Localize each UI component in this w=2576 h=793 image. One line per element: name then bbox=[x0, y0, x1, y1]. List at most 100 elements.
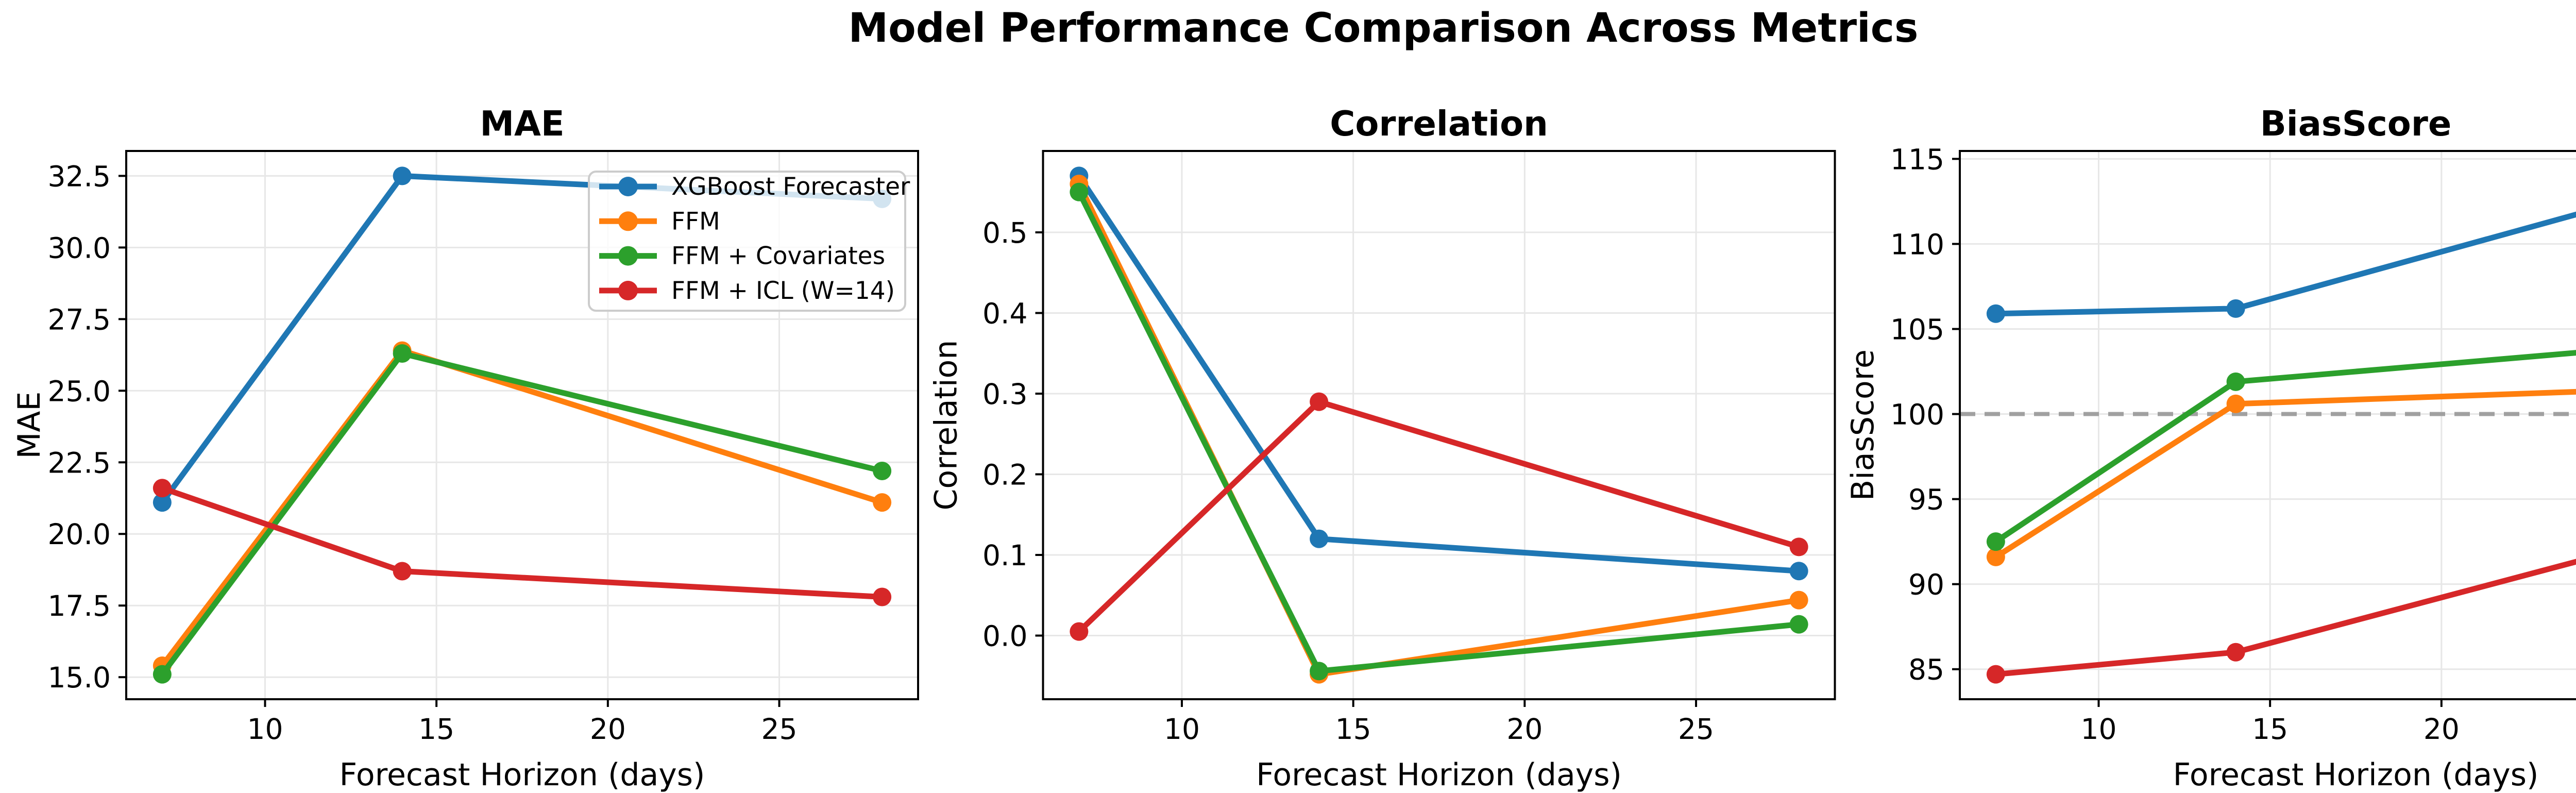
legend-label-ffm-icl-w-14: FFM + ICL (W=14) bbox=[671, 277, 895, 305]
series-ffm-covariates bbox=[1070, 182, 1808, 681]
series-line-ffm-covariates bbox=[1076, 189, 1802, 674]
grid bbox=[1043, 151, 1835, 699]
x-tick-label-15: 15 bbox=[1335, 713, 1371, 746]
y-axis: 15.0 17.5 20.0 22.5 25.0 27.5 30.0 32.5 bbox=[48, 160, 126, 694]
x-tick-label-15: 15 bbox=[418, 713, 454, 746]
data-point-ffm-x28 bbox=[1789, 590, 1808, 610]
data-point-xgboost-forecaster-x28 bbox=[1789, 562, 1808, 581]
legend-marker-ffm-covariates bbox=[618, 246, 638, 266]
legend: XGBoost Forecaster FFM FFM + Covariates FFM… bbox=[588, 171, 910, 312]
x-tick-label-10: 10 bbox=[1164, 713, 1200, 746]
data-point-ffm-x7 bbox=[1986, 547, 2005, 566]
data-point-ffm-icl-w-14-x14 bbox=[393, 562, 412, 581]
y-axis-label: BiasScore bbox=[1845, 349, 1881, 501]
series-ffm bbox=[1986, 389, 2576, 566]
y-tick-label-85: 85 bbox=[1908, 653, 1944, 686]
x-tick-label-20: 20 bbox=[1506, 713, 1543, 746]
series-line-xgboost-forecaster bbox=[1993, 211, 2576, 317]
y-tick-label-25: 25.0 bbox=[48, 375, 111, 408]
legend-marker-xgboost-forecaster bbox=[618, 177, 638, 196]
y-tick-label-0.2: 0.2 bbox=[982, 458, 1027, 491]
y-axis-label: Correlation bbox=[928, 340, 964, 511]
series-ffm-icl-w-14 bbox=[152, 479, 892, 606]
series-line-ffm bbox=[159, 347, 885, 669]
legend-box bbox=[588, 171, 906, 312]
y-tick-label-27.5: 27.5 bbox=[48, 303, 111, 336]
figure-title: Model Performance Comparison Across Metr… bbox=[848, 5, 1919, 52]
data-point-xgboost-forecaster-x7 bbox=[152, 493, 172, 512]
series-xgboost-forecaster bbox=[1986, 211, 2576, 323]
data-point-ffm-covariates-x14 bbox=[1310, 662, 1329, 681]
legend-entry-ffm: FFM bbox=[599, 207, 720, 235]
x-tick-label-10: 10 bbox=[247, 713, 283, 746]
data-point-xgboost-forecaster-x14 bbox=[393, 166, 412, 185]
data-point-ffm-covariates-x14 bbox=[2226, 372, 2245, 391]
series-ffm-icl-w-14 bbox=[1986, 559, 2576, 684]
series-line-ffm-covariates bbox=[159, 350, 885, 678]
data-point-xgboost-forecaster-x14 bbox=[2226, 299, 2245, 318]
series-line-ffm-icl-w-14 bbox=[1076, 399, 1802, 635]
data-point-ffm-icl-w-14-x7 bbox=[152, 479, 172, 498]
y-tick-label-22.5: 22.5 bbox=[48, 446, 111, 479]
y-axis: 0.0 0.1 0.2 0.3 0.4 0.5 bbox=[982, 216, 1043, 653]
y-axis-label: MAE bbox=[11, 392, 47, 459]
legend-entry-ffm-icl-w-14: FFM + ICL (W=14) bbox=[599, 277, 895, 305]
data-point-xgboost-forecaster-x7 bbox=[1986, 304, 2005, 323]
data-point-ffm-icl-w-14-x14 bbox=[1310, 392, 1329, 411]
x-axis-label: Forecast Horizon (days) bbox=[340, 757, 705, 793]
series-line-ffm bbox=[1076, 181, 1802, 678]
x-axis-label: Forecast Horizon (days) bbox=[1256, 757, 1622, 793]
y-tick-label-20: 20.0 bbox=[48, 518, 111, 551]
y-tick-label-115: 115 bbox=[1890, 143, 1944, 176]
data-point-ffm-covariates-x7 bbox=[152, 665, 172, 684]
legend-entry-xgboost-forecaster: XGBoost Forecaster bbox=[599, 173, 910, 201]
series-ffm-covariates bbox=[1986, 350, 2576, 551]
data-point-ffm-covariates-x14 bbox=[393, 344, 412, 363]
data-point-ffm-icl-w-14-x28 bbox=[1789, 537, 1808, 556]
data-point-ffm-x28 bbox=[873, 493, 892, 512]
x-axis: 10 15 20 25 bbox=[247, 699, 798, 746]
legend-label-ffm-covariates: FFM + Covariates bbox=[671, 242, 885, 271]
grid bbox=[1960, 151, 2576, 699]
series-ffm-icl-w-14 bbox=[1070, 392, 1808, 641]
data-point-ffm-x14 bbox=[2226, 394, 2245, 413]
subplot-correlation: 10 15 20 25 0.0 0.1 0.2 0.3 0.4 0.5 Forecast Horiz… bbox=[928, 104, 1836, 793]
y-tick-label-0.5: 0.5 bbox=[982, 216, 1027, 249]
axes-spines bbox=[1959, 150, 2576, 700]
series-ffm-covariates bbox=[152, 344, 892, 684]
subplot-title-biasscore: BiasScore bbox=[2260, 104, 2452, 144]
y-tick-label-17.5: 17.5 bbox=[48, 589, 111, 622]
data-point-ffm-covariates-x7 bbox=[1070, 182, 1089, 201]
x-tick-label-25: 25 bbox=[761, 713, 798, 746]
y-tick-label-15: 15.0 bbox=[48, 661, 111, 694]
data-point-ffm-covariates-x7 bbox=[1986, 532, 2005, 551]
y-tick-label-32.5: 32.5 bbox=[48, 160, 111, 193]
y-tick-label-90: 90 bbox=[1908, 568, 1944, 601]
series-line-ffm-icl-w-14 bbox=[159, 485, 885, 600]
legend-entry-ffm-covariates: FFM + Covariates bbox=[599, 242, 885, 271]
legend-marker-ffm bbox=[618, 211, 638, 231]
data-point-ffm-icl-w-14-x28 bbox=[873, 587, 892, 606]
x-axis: 10 15 20 25 bbox=[1164, 699, 1714, 746]
x-tick-label-25: 25 bbox=[1678, 713, 1714, 746]
x-tick-label-20: 20 bbox=[590, 713, 626, 746]
y-tick-label-0.4: 0.4 bbox=[982, 297, 1027, 330]
series-line-ffm-covariates bbox=[1993, 350, 2576, 545]
x-axis-label: Forecast Horizon (days) bbox=[2173, 757, 2539, 793]
subplot-title-mae: MAE bbox=[480, 104, 564, 144]
x-tick-label-15: 15 bbox=[2252, 713, 2288, 746]
y-tick-label-100: 100 bbox=[1890, 398, 1944, 431]
x-tick-label-10: 10 bbox=[2080, 713, 2116, 746]
y-tick-label-30: 30.0 bbox=[48, 231, 111, 264]
legend-label-ffm: FFM bbox=[671, 207, 720, 235]
series-ffm bbox=[1070, 175, 1808, 684]
data-point-ffm-covariates-x28 bbox=[1789, 615, 1808, 634]
y-axis: 85 90 95 100 105 110 115 bbox=[1890, 143, 1960, 686]
series-line-ffm-icl-w-14 bbox=[1993, 559, 2576, 678]
data-point-ffm-icl-w-14-x7 bbox=[1986, 665, 2005, 684]
x-tick-label-20: 20 bbox=[2424, 713, 2460, 746]
legend-marker-ffm-icl-w-14 bbox=[618, 280, 638, 300]
